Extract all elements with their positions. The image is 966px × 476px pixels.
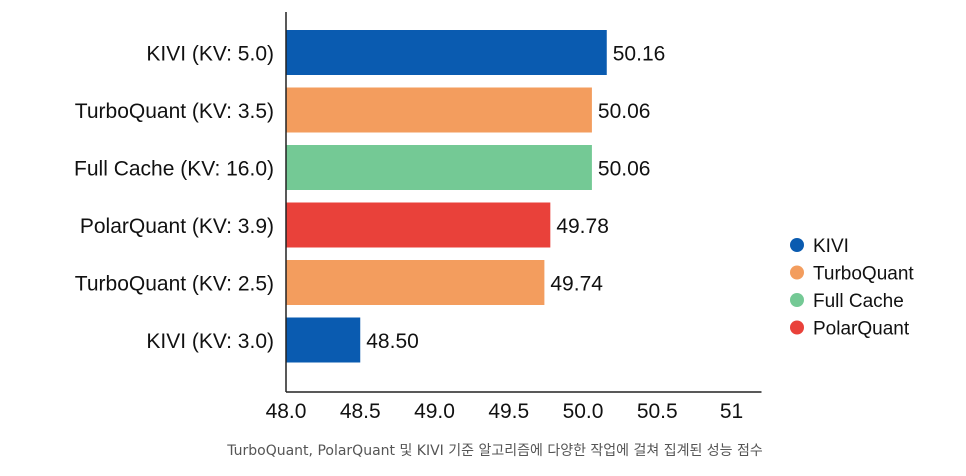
category-label: TurboQuant (KV: 2.5): [75, 273, 274, 296]
value-label: 50.06: [598, 100, 651, 123]
x-tick-label: 49.5: [488, 400, 529, 423]
value-label: 49.78: [556, 215, 609, 238]
bar: [286, 260, 545, 305]
category-label: TurboQuant (KV: 3.5): [75, 100, 274, 123]
legend-label: TurboQuant: [813, 264, 914, 285]
x-tick-label: 50.0: [563, 400, 604, 423]
legend-marker: [790, 320, 804, 335]
category-label: KIVI (KV: 3.0): [146, 330, 274, 353]
value-label: 50.16: [613, 43, 666, 66]
value-label: 49.74: [550, 273, 603, 296]
x-tick-label: 50.5: [637, 400, 678, 423]
category-label: Full Cache (KV: 16.0): [74, 158, 274, 181]
value-label: 50.06: [598, 158, 651, 181]
legend-label: Full Cache: [813, 291, 904, 312]
x-tick-label: 51: [720, 400, 743, 423]
x-tick-label: 48.0: [266, 400, 307, 423]
legend-label: KIVI: [813, 236, 849, 257]
bar: [286, 87, 592, 133]
value-label: 48.50: [366, 330, 419, 353]
category-label: KIVI (KV: 5.0): [146, 43, 274, 66]
bar-chart: KIVI (KV: 5.0) 50.16 TurboQuant (KV: 3.5) 5…: [74, 12, 914, 423]
bar: [286, 317, 361, 363]
bar: [286, 145, 592, 190]
legend-label: PolarQuant: [813, 319, 910, 340]
legend-marker: [790, 238, 804, 252]
figure-caption: TurboQuant, PolarQuant 및 KIVI 기준 알고리즘에 다…: [227, 443, 763, 459]
legend-marker: [790, 293, 804, 307]
x-tick-label: 49.0: [414, 400, 455, 423]
x-tick-label: 48.5: [340, 400, 381, 423]
category-label: PolarQuant (KV: 3.9): [80, 215, 274, 238]
bar: [286, 30, 607, 75]
legend-marker: [790, 265, 804, 280]
bar: [286, 202, 551, 248]
